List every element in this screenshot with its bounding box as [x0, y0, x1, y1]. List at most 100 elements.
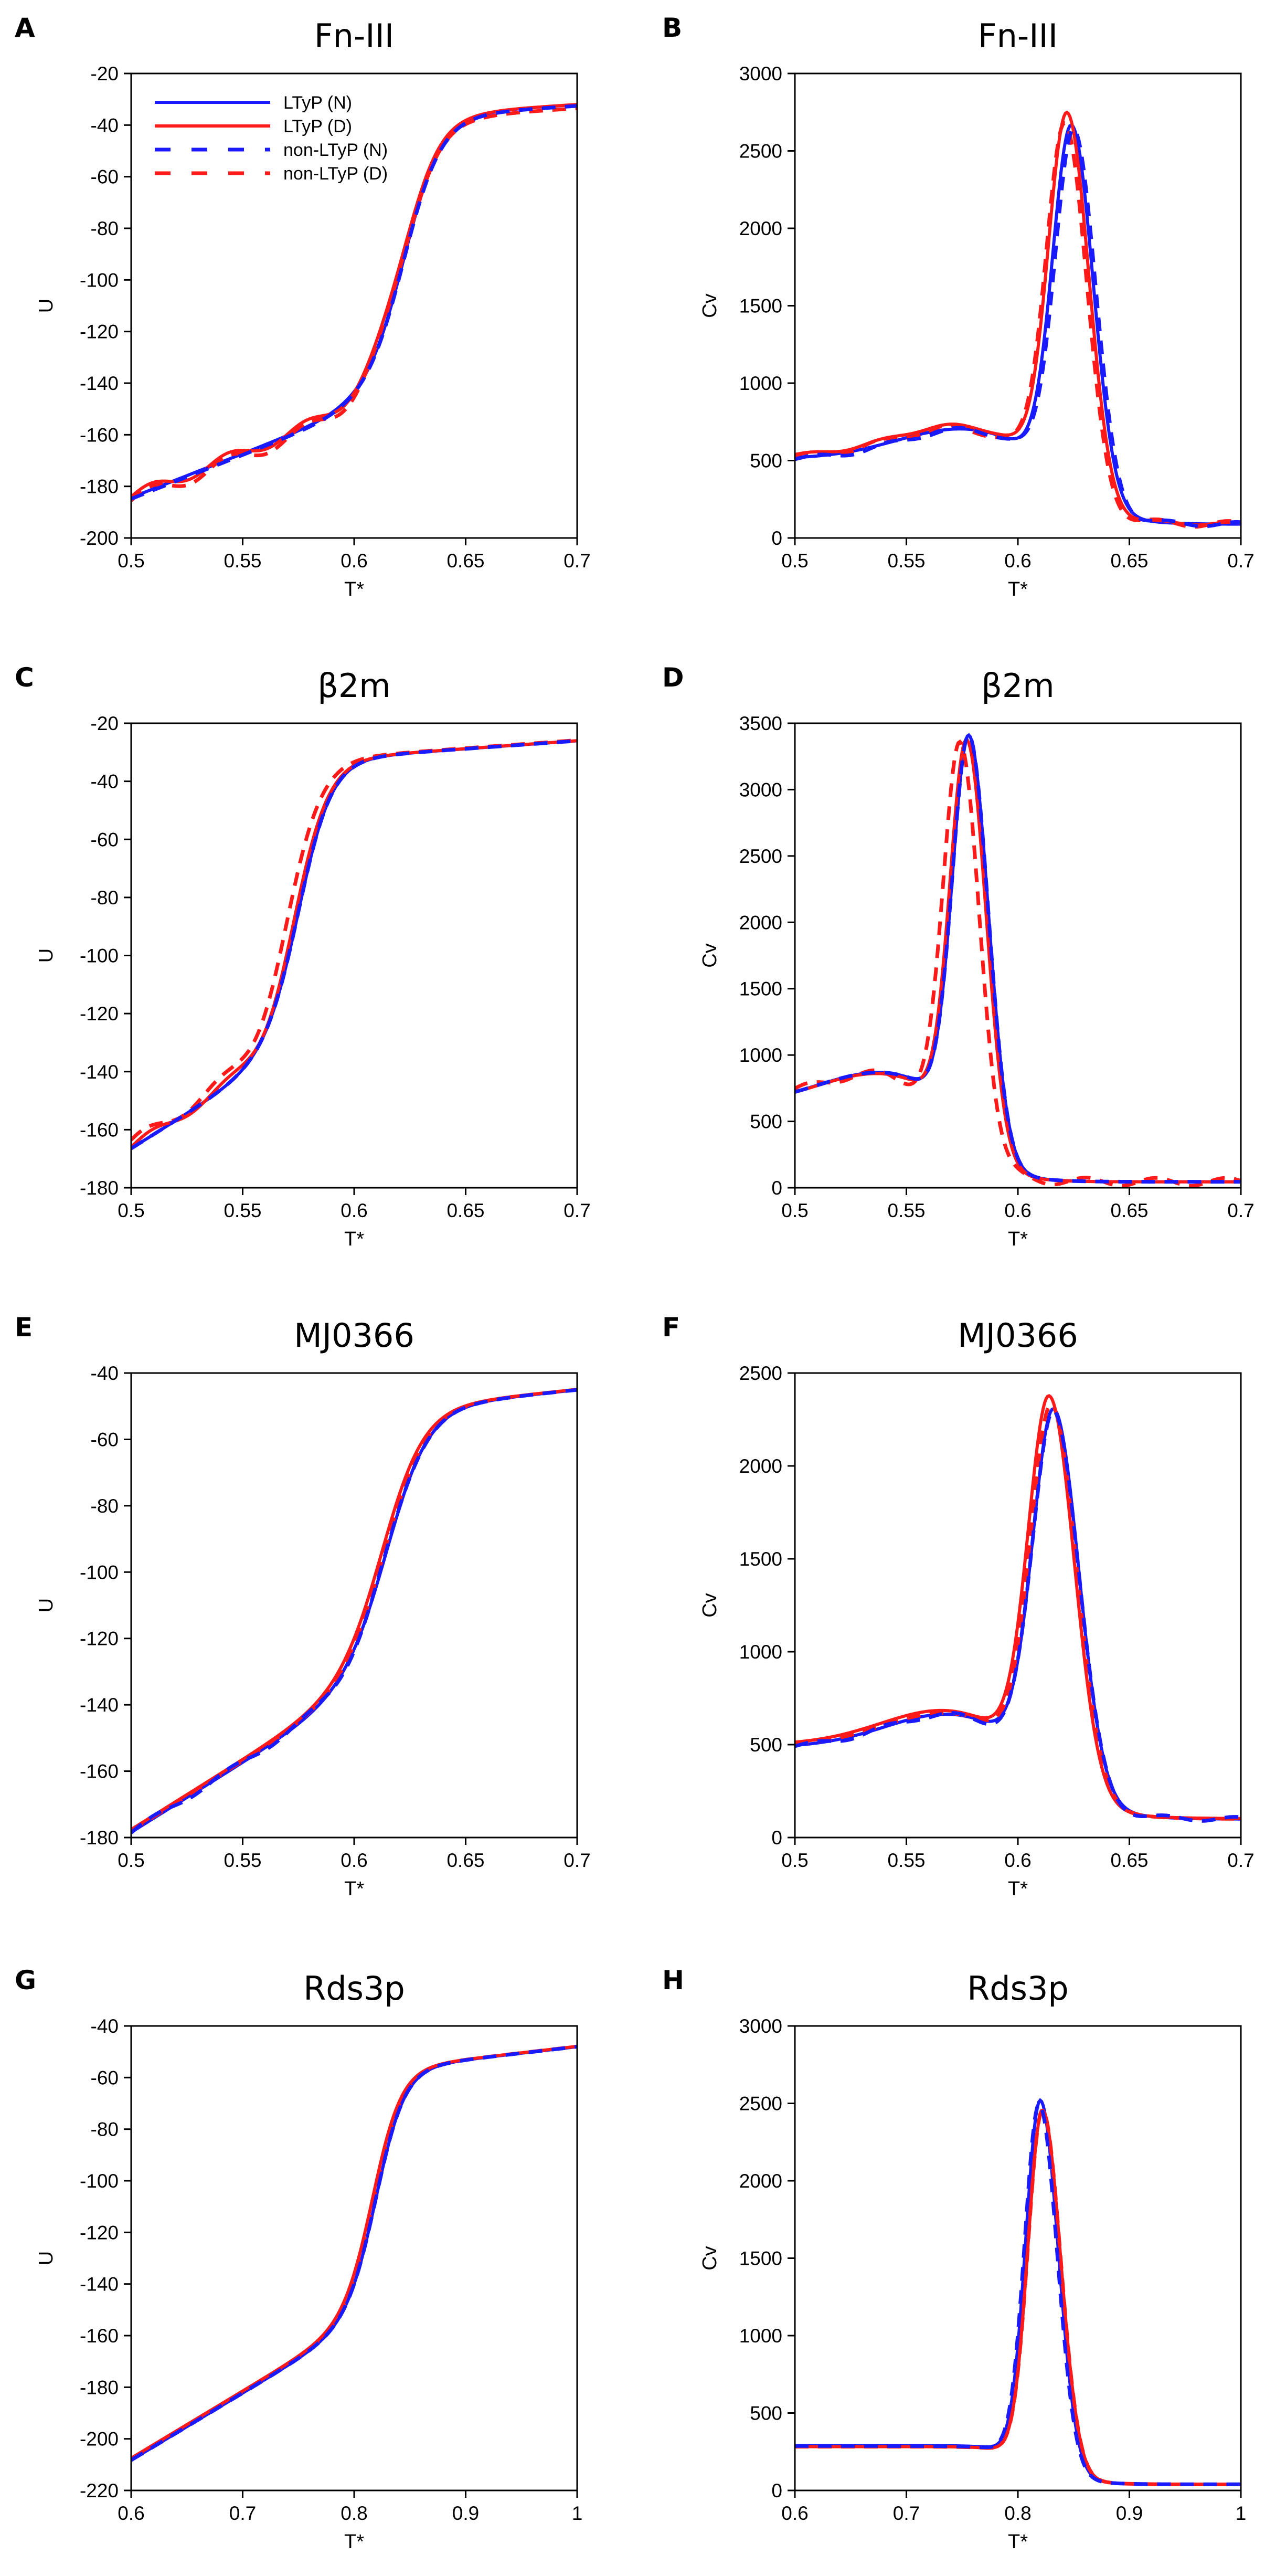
- series-line-nonltyp_n: [131, 104, 577, 501]
- series-line-ltyp_n: [795, 123, 1241, 526]
- series-line-ltyp_d: [795, 110, 1241, 527]
- y-tick-label: -220: [80, 2480, 119, 2501]
- y-tick-label: -160: [80, 1761, 119, 1782]
- panel-letter: E: [15, 1312, 33, 1343]
- y-tick-label: -60: [91, 829, 119, 850]
- y-axis-label: Cv: [699, 2246, 721, 2270]
- x-tick-label: 0.6: [341, 550, 367, 572]
- x-tick-label: 0.7: [564, 1850, 590, 1871]
- x-tick-label: 0.6: [341, 1200, 367, 1221]
- series-line-ltyp_d: [131, 739, 577, 1148]
- plot-frame: [130, 722, 578, 1189]
- plot-frame: [794, 72, 1242, 539]
- plot-frame: [794, 2025, 1242, 2491]
- x-axis-label: T*: [1008, 2531, 1028, 2553]
- y-tick-label: -180: [80, 1827, 119, 1849]
- x-tick-label: 0.7: [1227, 1200, 1254, 1221]
- chart-panel-B: B Fn-III 0 500 1000 1500 2000 2500 3000 0.5 0.55 0.…: [662, 13, 1255, 600]
- y-tick-label: -120: [80, 2222, 119, 2243]
- series-line-ltyp_n: [131, 739, 577, 1150]
- y-axis-label: Cv: [699, 293, 721, 318]
- series-line-nonltyp_d: [131, 106, 577, 502]
- chart-title: Fn-III: [314, 17, 394, 55]
- y-tick-label: 1500: [739, 295, 782, 317]
- series-line-nonltyp_d: [131, 738, 577, 1142]
- y-tick-label: -40: [91, 2015, 119, 2037]
- x-tick-label: 0.55: [887, 1850, 925, 1871]
- plot-area: [131, 103, 577, 502]
- chart-panel-H: H Rds3p 0 500 1000 1500 2000 2500 3000 0.6 0.7 0.8 0…: [662, 1965, 1246, 2553]
- series-line-nonltyp_d: [795, 121, 1241, 529]
- y-axis-label: Cv: [699, 1593, 721, 1617]
- y-tick-label: -100: [80, 2170, 119, 2192]
- legend-label: non-LTyP (N): [283, 140, 388, 160]
- plot-frame: [794, 1372, 1242, 1839]
- x-axis-label: T*: [1008, 1228, 1028, 1250]
- series-line-nonltyp_n: [131, 2045, 577, 2462]
- y-axis-label: U: [35, 299, 57, 313]
- x-tick-label: 0.7: [229, 2503, 256, 2524]
- plot-area: [795, 1394, 1241, 1823]
- y-tick-label: -180: [80, 2377, 119, 2398]
- y-tick-label: 0: [771, 527, 782, 549]
- y-tick-label: -120: [80, 1628, 119, 1650]
- y-tick-label: -180: [80, 1177, 119, 1199]
- panel-letter: C: [15, 662, 34, 693]
- y-tick-label: 2000: [739, 2170, 782, 2192]
- x-tick-label: 0.6: [1004, 1850, 1031, 1871]
- y-tick-label: 0: [771, 1177, 782, 1199]
- y-tick-label: -160: [80, 424, 119, 446]
- x-tick-label: 0.55: [224, 1200, 261, 1221]
- series-line-ltyp_d: [795, 2108, 1241, 2486]
- series-line-nonltyp_n: [795, 127, 1241, 529]
- panel-letter: A: [15, 13, 35, 43]
- panel-letter: G: [15, 1965, 36, 1996]
- x-tick-label: 0.65: [1110, 550, 1148, 572]
- chart-panel-F: F MJ0366 0 500 1000 1500 2000 2500 0.5 0.55 0.6 0.6…: [662, 1312, 1255, 1900]
- panel-letter: H: [662, 1965, 684, 1996]
- legend-label: LTyP (N): [283, 93, 352, 113]
- y-tick-label: -120: [80, 321, 119, 343]
- x-tick-label: 0.5: [118, 1850, 144, 1871]
- x-tick-label: 0.9: [1116, 2503, 1143, 2524]
- y-tick-label: -200: [80, 2429, 119, 2450]
- y-tick-label: 1000: [739, 1641, 782, 1663]
- y-tick-label: -60: [91, 2067, 119, 2088]
- y-tick-label: -160: [80, 2325, 119, 2347]
- y-tick-label: -60: [91, 1429, 119, 1450]
- plot-area: [795, 732, 1241, 1188]
- x-axis-label: T*: [1008, 1878, 1028, 1900]
- legend: LTyP (N) LTyP (D) non-LTyP (N) non-LTyP (D): [155, 93, 388, 184]
- series-line-ltyp_d: [131, 1388, 577, 1831]
- legend-label: non-LTyP (D): [283, 164, 388, 184]
- chart-title: β2m: [317, 667, 390, 705]
- y-tick-label: 1000: [739, 1044, 782, 1066]
- chart-title: MJ0366: [294, 1316, 414, 1355]
- panel-letter: D: [662, 662, 684, 693]
- x-tick-label: 0.5: [118, 1200, 144, 1221]
- y-tick-label: 1000: [739, 2325, 782, 2347]
- series-line-nonltyp_d: [795, 739, 1241, 1188]
- plot-area: [795, 2098, 1241, 2486]
- x-tick-label: 0.65: [447, 550, 484, 572]
- series-line-nonltyp_n: [795, 2102, 1241, 2486]
- y-tick-label: -80: [91, 2119, 119, 2140]
- x-tick-label: 0.55: [224, 1850, 261, 1871]
- x-tick-label: 0.9: [452, 2503, 479, 2524]
- y-axis-label: U: [35, 1598, 57, 1612]
- y-tick-label: 2500: [739, 141, 782, 162]
- y-axis-label: U: [35, 2251, 57, 2265]
- y-tick-label: 3500: [739, 713, 782, 734]
- y-tick-label: -140: [80, 1694, 119, 1716]
- series-line-ltyp_n: [131, 2045, 577, 2462]
- y-tick-label: -200: [80, 527, 119, 549]
- y-tick-label: -140: [80, 1061, 119, 1083]
- y-tick-label: -160: [80, 1119, 119, 1141]
- series-line-ltyp_d: [131, 2044, 577, 2460]
- series-line-nonltyp_n: [131, 1388, 577, 1834]
- y-tick-label: 0: [771, 1827, 782, 1849]
- y-tick-label: 2500: [739, 2093, 782, 2115]
